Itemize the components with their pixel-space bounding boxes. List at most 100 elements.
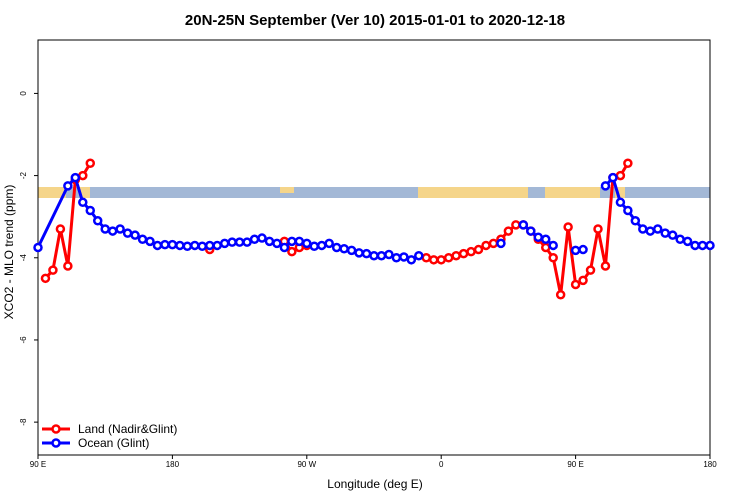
data-point — [399, 252, 409, 262]
data-point — [682, 236, 693, 247]
data-point — [369, 250, 379, 261]
x-tick-label: 0 — [439, 460, 444, 469]
x-tick-label: 180 — [703, 460, 717, 469]
data-point — [414, 250, 424, 261]
y-axis-label: XCO2 - MLO trend (ppm) — [2, 185, 16, 320]
data-point — [488, 238, 499, 249]
data-point — [533, 232, 544, 242]
data-point — [242, 237, 252, 247]
data-point — [302, 238, 312, 249]
data-point — [548, 240, 558, 251]
data-point — [615, 170, 626, 181]
plot-frame — [37, 39, 711, 456]
data-point — [287, 246, 297, 257]
data-point — [511, 220, 521, 230]
data-point — [421, 253, 432, 263]
data-point — [481, 240, 491, 251]
legend-label: Land (Nadir&Glint) — [78, 422, 177, 436]
data-point — [190, 240, 200, 251]
y-tick-label: 0 — [19, 91, 28, 96]
data-point — [234, 237, 245, 247]
data-point — [518, 220, 529, 230]
data-point — [384, 249, 394, 260]
data-point — [705, 240, 715, 251]
data-point — [593, 224, 603, 234]
data-point — [466, 246, 476, 257]
data-point — [361, 248, 372, 259]
data-point — [100, 224, 110, 234]
data-point — [122, 228, 133, 238]
data-point — [264, 236, 275, 247]
data-point — [78, 197, 88, 208]
data-point — [279, 242, 290, 253]
data-point — [540, 234, 551, 245]
data-point — [197, 241, 208, 252]
data-point — [182, 241, 193, 252]
data-point — [570, 279, 581, 290]
data-point — [675, 234, 685, 245]
data-point — [652, 224, 663, 234]
data-point — [697, 240, 708, 251]
data-point — [563, 222, 573, 232]
data-point — [152, 240, 163, 251]
data-point — [160, 239, 170, 250]
data-point — [503, 226, 514, 236]
data-point — [615, 197, 626, 208]
data-point — [339, 243, 349, 254]
data-point — [630, 216, 641, 226]
data-point — [92, 216, 103, 226]
x-tick-label: 90 E — [567, 460, 583, 469]
data-point — [309, 241, 320, 252]
data-point — [48, 265, 58, 275]
chart-title: 20N-25N September (Ver 10) 2015-01-01 to… — [185, 12, 565, 29]
data-point — [137, 234, 148, 245]
data-point — [638, 224, 648, 234]
data-point — [55, 224, 66, 234]
x-tick-label: 90 E — [30, 460, 46, 469]
data-point — [40, 273, 51, 284]
data-point — [443, 253, 454, 263]
data-point — [473, 244, 484, 255]
data-point — [600, 261, 611, 271]
legend-marker — [51, 438, 61, 448]
y-tick-label: -6 — [19, 336, 28, 344]
data-point — [526, 226, 536, 236]
data-point — [458, 248, 469, 259]
legend-label: Ocean (Glint) — [78, 436, 149, 450]
data-point — [645, 226, 656, 236]
data-point — [578, 275, 588, 286]
data-point — [376, 250, 387, 261]
x-tick-label: 180 — [166, 460, 180, 469]
data-point — [63, 181, 73, 191]
data-point — [175, 240, 185, 251]
data-point — [70, 172, 81, 183]
y-tick-label: -2 — [19, 171, 28, 179]
data-point — [85, 205, 96, 216]
data-point — [249, 234, 260, 245]
data-point — [167, 239, 178, 250]
data-point — [212, 240, 222, 251]
data-point — [436, 255, 446, 265]
data-point — [294, 236, 305, 247]
data-point — [115, 224, 125, 234]
data-point — [667, 230, 678, 240]
data-point — [585, 265, 596, 275]
x-tick-label: 90 W — [297, 460, 316, 469]
data-point — [428, 255, 439, 265]
data-point — [346, 245, 357, 256]
x-axis-label: Longitude (deg E) — [327, 477, 422, 491]
data-point — [316, 240, 327, 251]
data-point — [391, 253, 402, 263]
data-point — [623, 205, 633, 216]
data-point — [287, 236, 297, 247]
data-point — [406, 255, 417, 265]
data-point — [227, 237, 237, 247]
data-point — [219, 238, 230, 249]
data-point — [578, 244, 588, 255]
data-point — [63, 261, 73, 271]
data-point — [257, 233, 267, 243]
data-point — [608, 172, 618, 183]
map-strip — [38, 187, 710, 198]
data-point — [324, 238, 334, 249]
